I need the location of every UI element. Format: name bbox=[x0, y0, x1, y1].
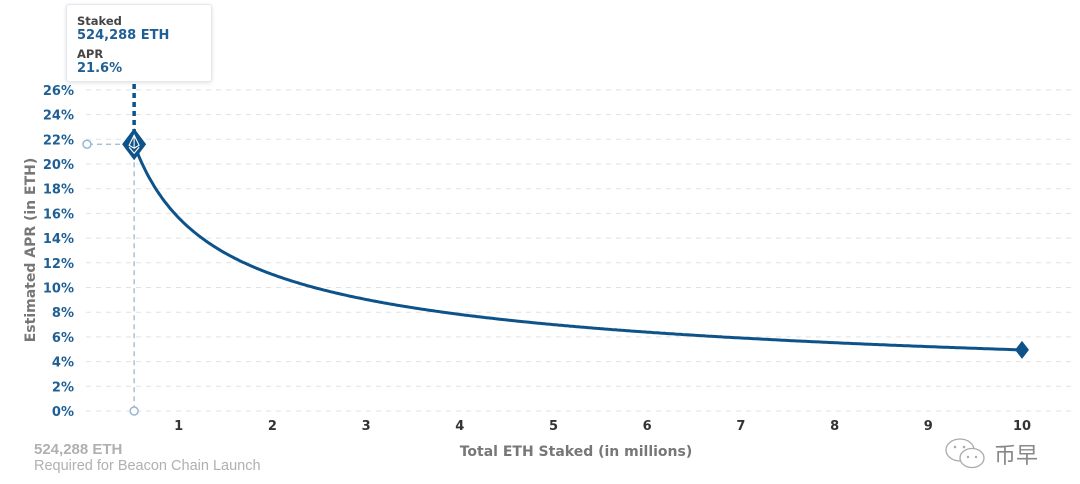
watermark-text: 币早 bbox=[994, 444, 1039, 469]
wechat-icon bbox=[945, 438, 985, 469]
x-axis-label: Total ETH Staked (in millions) bbox=[460, 444, 693, 460]
tooltip-apr-value: 21.6% bbox=[77, 61, 123, 76]
y-guide-marker bbox=[82, 139, 92, 149]
tooltip: Staked 524,288 ETH APR 21.6% bbox=[66, 4, 212, 82]
endpoint-marker bbox=[1015, 340, 1029, 359]
tooltip-staked-value: 524,288 ETH bbox=[77, 28, 170, 43]
y-tick-label: 18% bbox=[43, 183, 74, 198]
x-tick-label: 4 bbox=[455, 419, 464, 434]
y-tick-label: 26% bbox=[43, 84, 74, 99]
y-tick-label: 22% bbox=[43, 133, 74, 148]
x-tick-label: 5 bbox=[549, 419, 558, 434]
y-tick-label: 6% bbox=[52, 331, 74, 346]
x-tick-label: 10 bbox=[1013, 419, 1031, 434]
y-tick-label: 12% bbox=[43, 257, 74, 272]
x-tick-label: 8 bbox=[830, 419, 839, 434]
ethereum-icon bbox=[128, 134, 140, 155]
y-tick-label: 16% bbox=[43, 207, 74, 222]
watermark: 币早 bbox=[944, 436, 1038, 472]
y-tick-label: 24% bbox=[43, 109, 74, 124]
x-guide-marker bbox=[129, 406, 139, 416]
y-tick-label: 0% bbox=[52, 405, 74, 420]
y-tick-label: 20% bbox=[43, 158, 74, 173]
x-tick-label: 6 bbox=[643, 419, 652, 434]
y-tick-label: 8% bbox=[52, 306, 74, 321]
x-tick-label: 9 bbox=[924, 419, 933, 434]
tooltip-staked-label: Staked bbox=[77, 14, 122, 28]
y-tick-label: 14% bbox=[43, 232, 74, 247]
y-tick-label: 10% bbox=[43, 282, 74, 297]
x-tick-label: 2 bbox=[268, 419, 277, 434]
x-tick-label: 3 bbox=[362, 419, 371, 434]
x-tick-label: 1 bbox=[174, 419, 183, 434]
y-axis-label: Estimated APR (in ETH) bbox=[23, 158, 39, 343]
annotation-description: Required for Beacon Chain Launch bbox=[34, 458, 261, 474]
launch-annotation: 524,288 ETH Required for Beacon Chain La… bbox=[34, 441, 261, 474]
annotation-value: 524,288 ETH bbox=[34, 441, 123, 458]
tooltip-apr-label: APR bbox=[77, 47, 104, 61]
y-tick-label: 4% bbox=[52, 356, 74, 371]
y-tick-label: 2% bbox=[52, 380, 74, 395]
apr-curve bbox=[132, 143, 1021, 352]
x-tick-label: 7 bbox=[736, 419, 745, 434]
